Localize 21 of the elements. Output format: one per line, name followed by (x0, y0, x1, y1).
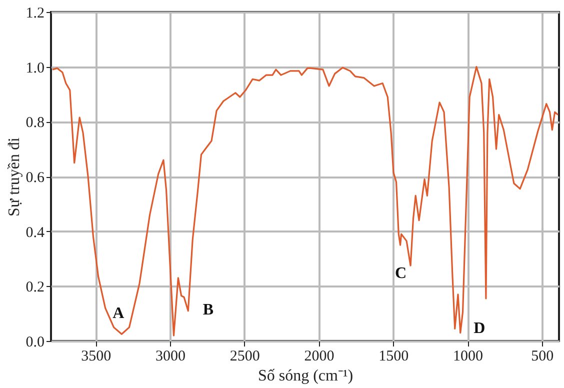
annotation: B (202, 302, 214, 319)
y-tick-label: 1.0 (26, 60, 44, 76)
line-series (52, 66, 559, 336)
x-tick-label: 3500 (81, 348, 112, 364)
annotation: D (474, 320, 486, 337)
x-tick-label: 500 (531, 348, 554, 364)
annotation: A (112, 305, 125, 322)
y-tick-label: 0.4 (26, 224, 45, 241)
y-tick-label: 0.8 (26, 115, 44, 132)
y-tick-label: 0.2 (26, 280, 44, 296)
y-tick-label: 0.0 (26, 334, 44, 350)
y-tick-label: 1.2 (26, 6, 44, 22)
x-tick-label: 3000 (156, 348, 186, 364)
x-tick-label: 2500 (230, 348, 260, 364)
x-tick-label: 1000 (453, 348, 484, 364)
x-tick-label: 2000 (304, 348, 334, 364)
x-tick-label: 1500 (378, 348, 409, 364)
annotation: C (395, 265, 407, 282)
y-tick-label: 0.6 (26, 170, 45, 186)
y-axis-title: Sự truyền đi (6, 137, 23, 216)
x-axis-title: Số sóng (cm⁻¹) (258, 368, 354, 384)
